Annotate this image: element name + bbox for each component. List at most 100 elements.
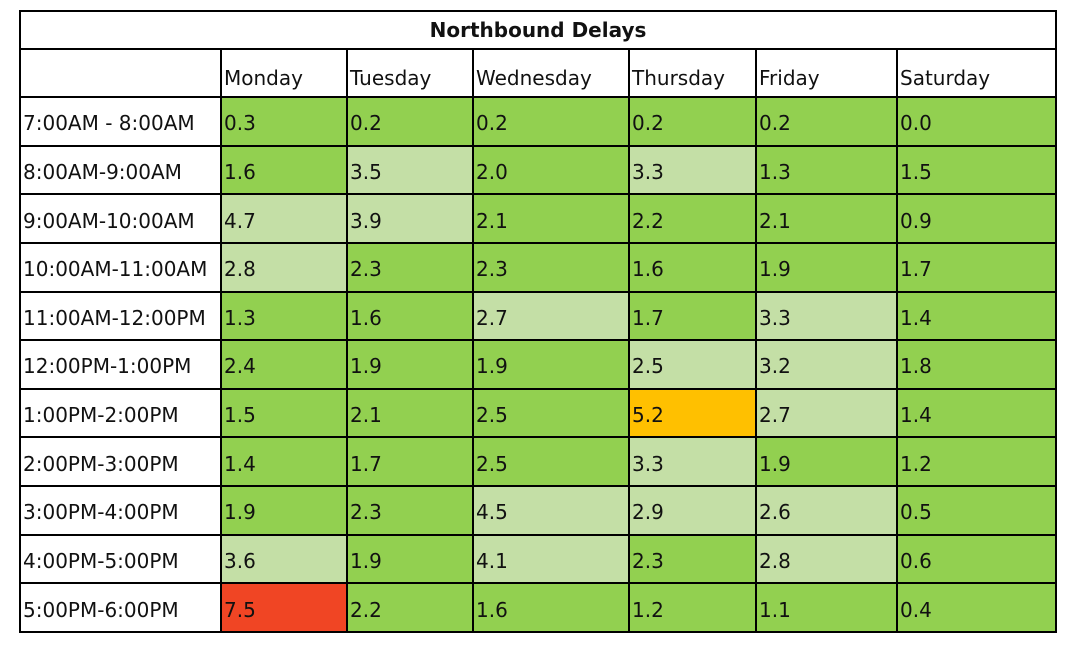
heatmap-cell: 3.2 [755,339,898,390]
heatmap-cell: 2.3 [472,241,630,293]
heatmap-cell: 7.5 [220,582,348,633]
heatmap-cell: 3.3 [628,144,757,196]
table-row: 2:00PM-3:00PM 1.4 1.7 2.5 3.3 1.9 1.2 [19,436,1058,487]
column-header-saturday: Saturday [895,48,1058,98]
heatmap-cell: 1.3 [220,290,348,342]
table-row: 3:00PM-4:00PM 1.9 2.3 4.5 2.9 2.6 0.5 [19,485,1058,536]
heatmap-cell: 0.6 [895,533,1058,585]
heatmap-cell: 1.1 [755,582,898,633]
row-header: 4:00PM-5:00PM [19,533,222,585]
column-header-row: Monday Tuesday Wednesday Thursday Friday Satu… [19,48,1058,98]
chart-title: Northbound Delays [18,10,1058,50]
heatmap-cell: 2.2 [628,193,757,244]
row-header: 1:00PM-2:00PM [19,387,222,439]
heatmap-cell: 2.3 [628,533,757,585]
heatmap-cell: 4.5 [472,485,630,536]
heatmap-cell: 2.0 [472,144,630,196]
row-header: 7:00AM - 8:00AM [19,96,222,147]
row-header: 10:00AM-11:00AM [19,241,222,293]
heatmap-cell: 2.5 [628,339,757,390]
delays-heatmap-table: Northbound Delays Monday Tuesday Wednesday… [18,10,1058,633]
heatmap-cell: 2.5 [472,436,630,487]
heatmap-cell: 1.9 [755,241,898,293]
table-row: 8:00AM-9:00AM 1.6 3.5 2.0 3.3 1.3 1.5 [19,144,1058,196]
heatmap-cell: 2.6 [755,485,898,536]
heatmap-cell: 1.6 [346,290,474,342]
row-header: 8:00AM-9:00AM [19,144,222,196]
row-header: 9:00AM-10:00AM [19,193,222,244]
heatmap-cell: 4.1 [472,533,630,585]
heatmap-cell: 3.3 [755,290,898,342]
heatmap-cell: 1.9 [220,485,348,536]
heatmap-cell: 1.5 [220,387,348,439]
heatmap-cell: 3.6 [220,533,348,585]
row-header: 5:00PM-6:00PM [19,582,222,633]
row-header: 3:00PM-4:00PM [19,485,222,536]
heatmap-cell: 1.9 [346,339,474,390]
table-row: 4:00PM-5:00PM 3.6 1.9 4.1 2.3 2.8 0.6 [19,533,1058,585]
heatmap-cell: 2.7 [755,387,898,439]
heatmap-cell: 2.2 [346,582,474,633]
heatmap-cell: 0.2 [755,96,898,147]
column-header-wednesday: Wednesday [472,48,630,98]
heatmap-cell: 1.7 [346,436,474,487]
heatmap-cell: 0.2 [472,96,630,147]
heatmap-cell: 1.5 [895,144,1058,196]
table-row: 7:00AM - 8:00AM 0.3 0.2 0.2 0.2 0.2 0.0 [19,96,1058,147]
heatmap-cell: 1.7 [895,241,1058,293]
column-header-tuesday: Tuesday [346,48,474,98]
heatmap-cell: 1.7 [628,290,757,342]
heatmap-cell: 0.9 [895,193,1058,244]
heatmap-cell: 3.3 [628,436,757,487]
heatmap-cell: 1.2 [628,582,757,633]
heatmap-cell: 0.0 [895,96,1058,147]
title-row: Northbound Delays [18,10,1058,50]
corner-cell [19,48,222,98]
heatmap-cell: 1.9 [472,339,630,390]
heatmap-cell: 2.1 [472,193,630,244]
heatmap-cell: 0.2 [346,96,474,147]
heatmap-cell: 2.1 [346,387,474,439]
heatmap-cell: 1.4 [895,387,1058,439]
heatmap-cell: 1.6 [472,582,630,633]
table-row: 5:00PM-6:00PM 7.5 2.2 1.6 1.2 1.1 0.4 [19,582,1058,633]
heatmap-cell: 1.6 [220,144,348,196]
heatmap-cell: 1.2 [895,436,1058,487]
heatmap-cell: 1.8 [895,339,1058,390]
heatmap-cell: 4.7 [220,193,348,244]
heatmap-cell: 3.9 [346,193,474,244]
column-header-thursday: Thursday [628,48,757,98]
heatmap-cell: 2.5 [472,387,630,439]
heatmap-cell: 1.9 [346,533,474,585]
column-header-friday: Friday [755,48,898,98]
heatmap-cell: 5.2 [628,387,757,439]
heatmap-cell: 1.6 [628,241,757,293]
heatmap-cell: 2.8 [220,241,348,293]
heatmap-cell: 0.4 [895,582,1058,633]
heatmap-cell: 2.8 [755,533,898,585]
table-body: 7:00AM - 8:00AM 0.3 0.2 0.2 0.2 0.2 0.0 8:00AM-… [19,96,1058,633]
heatmap-cell: 2.3 [346,485,474,536]
heatmap-cell: 0.3 [220,96,348,147]
heatmap-cell: 1.4 [895,290,1058,342]
heatmap-cell: 2.9 [628,485,757,536]
row-header: 11:00AM-12:00PM [19,290,222,342]
table-row: 12:00PM-1:00PM 2.4 1.9 1.9 2.5 3.2 1.8 [19,339,1058,390]
heatmap-cell: 1.3 [755,144,898,196]
heatmap-cell: 3.5 [346,144,474,196]
heatmap-cell: 2.4 [220,339,348,390]
heatmap-cell: 0.5 [895,485,1058,536]
heatmap-cell: 1.4 [220,436,348,487]
heatmap-cell: 2.3 [346,241,474,293]
table-row: 10:00AM-11:00AM 2.8 2.3 2.3 1.6 1.9 1.7 [19,241,1058,293]
heatmap-cell: 2.7 [472,290,630,342]
row-header: 12:00PM-1:00PM [19,339,222,390]
heatmap-cell: 1.9 [755,436,898,487]
column-header-monday: Monday [220,48,348,98]
heatmap-cell: 2.1 [755,193,898,244]
table-row: 9:00AM-10:00AM 4.7 3.9 2.1 2.2 2.1 0.9 [19,193,1058,244]
row-header: 2:00PM-3:00PM [19,436,222,487]
table-row: 1:00PM-2:00PM 1.5 2.1 2.5 5.2 2.7 1.4 [19,387,1058,439]
heatmap-cell: 0.2 [628,96,757,147]
table-row: 11:00AM-12:00PM 1.3 1.6 2.7 1.7 3.3 1.4 [19,290,1058,342]
